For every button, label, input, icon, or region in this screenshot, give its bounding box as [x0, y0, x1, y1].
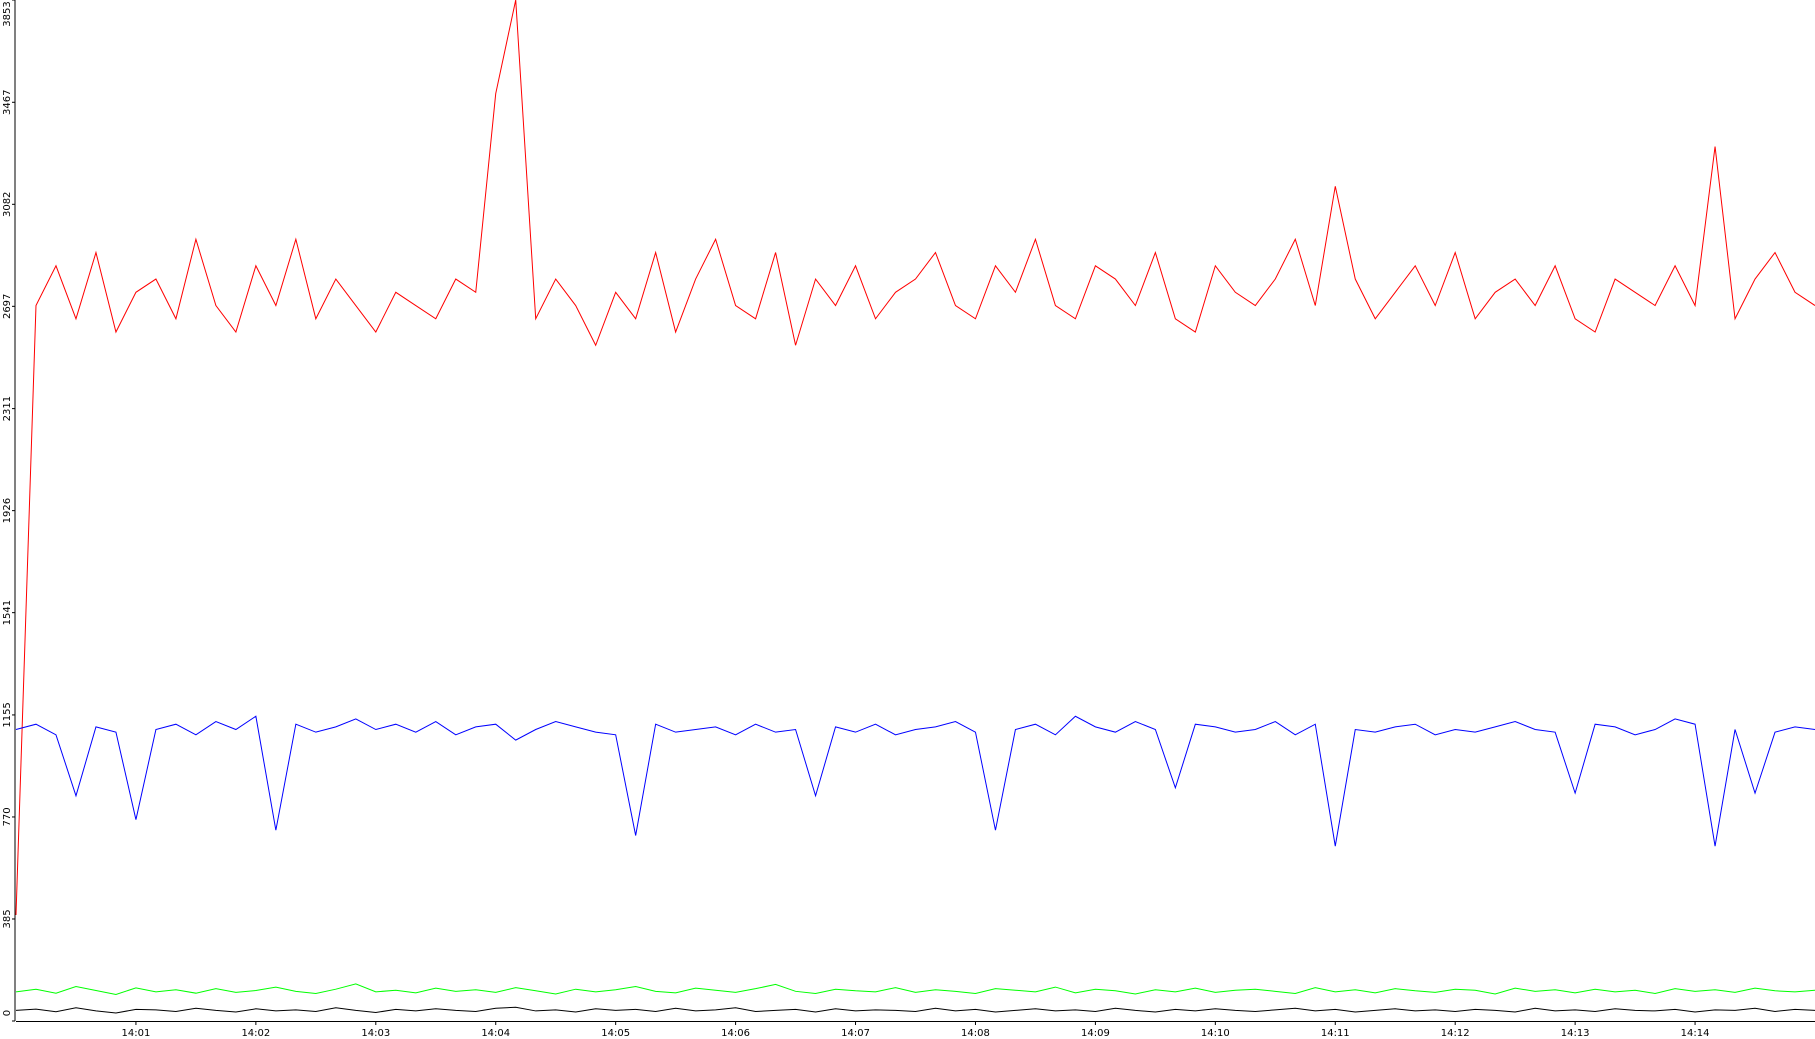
x-tick-label: 14:08	[961, 1028, 990, 1039]
x-tick-label: 14:05	[601, 1028, 630, 1039]
y-tick-label: 3853	[2, 1, 13, 26]
x-tick-label: 14:07	[841, 1028, 870, 1039]
x-tick-label: 14:10	[1201, 1028, 1230, 1039]
y-tick-label: 1155	[2, 702, 13, 727]
y-tick-label: 2697	[2, 294, 13, 319]
x-tick-label: 14:02	[241, 1028, 270, 1039]
x-tick-label: 14:04	[481, 1028, 510, 1039]
y-tick-label: 385	[2, 909, 13, 928]
y-tick-label: 3467	[2, 90, 13, 115]
y-tick-label: 2311	[2, 396, 13, 421]
y-tick-label: 1541	[2, 600, 13, 625]
y-tick-label: 1926	[2, 498, 13, 523]
y-tick-label: 3082	[2, 192, 13, 217]
x-tick-label: 14:12	[1441, 1028, 1470, 1039]
x-tick-label: 14:03	[361, 1028, 390, 1039]
x-tick-label: 14:13	[1561, 1028, 1590, 1039]
series-line	[15, 983, 1815, 996]
series-line	[15, 0, 1815, 916]
series-line	[15, 1006, 1815, 1014]
x-tick-label: 14:06	[721, 1028, 750, 1039]
series-line	[15, 715, 1815, 847]
x-tick-label: 14:14	[1681, 1028, 1710, 1039]
x-tick-label: 14:09	[1081, 1028, 1110, 1039]
x-tick-label: 14:01	[122, 1028, 151, 1039]
y-tick-label: 0	[2, 1010, 13, 1016]
y-tick-label: 770	[2, 807, 13, 826]
x-tick-label: 14:11	[1321, 1028, 1350, 1039]
